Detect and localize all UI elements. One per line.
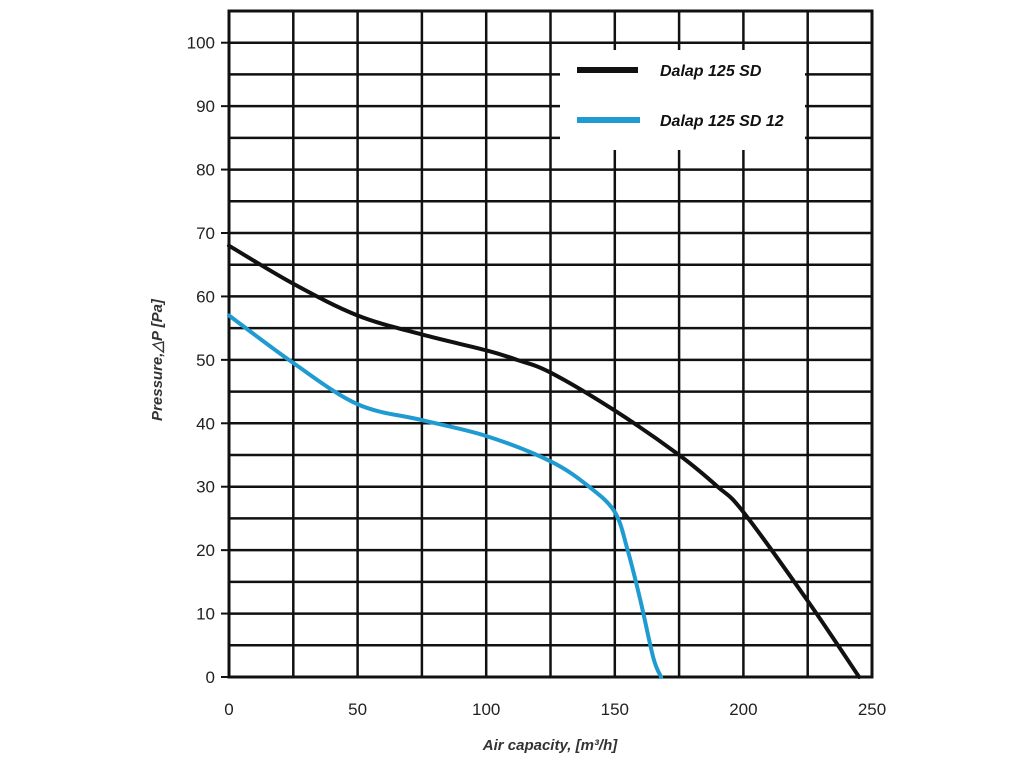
plot-frame [227,9,874,679]
y-tick-label: 10 [196,605,215,624]
y-tick-label: 50 [196,351,215,370]
series-line-dalap-125-sd-12 [227,313,664,679]
x-tick-label: 250 [858,700,886,719]
legend-label-dalap-125-sd: Dalap 125 SD [660,63,762,80]
y-tick-label: 90 [196,97,215,116]
x-tick-label: 150 [601,700,629,719]
series-group [227,243,862,679]
legend-box [560,50,805,150]
x-tick-label: 100 [472,700,500,719]
x-tick-label: 0 [224,700,233,719]
series-line-dalap-125-sd [227,243,862,679]
tick-labels: 0 10 20 30 40 50 60 70 80 90 100 0 50 100 150 200 250 [187,34,887,719]
y-tick-label: 100 [187,34,215,53]
x-tick-label: 50 [348,700,367,719]
y-tick-label: 70 [196,224,215,243]
y-tick-label: 60 [196,287,215,306]
y-axis-label: Pressure,△P [Pa] [149,298,166,421]
legend-label-dalap-125-sd-12: Dalap 125 SD 12 [660,113,784,130]
y-tick-label: 20 [196,541,215,560]
y-tick-label: 30 [196,478,215,497]
y-tick-label: 80 [196,161,215,180]
x-axis-label: Air capacity, [m³/h] [482,737,618,754]
x-tick-label: 200 [729,700,757,719]
legend: Dalap 125 SD Dalap 125 SD 12 [560,50,805,150]
y-tick-label: 40 [196,414,215,433]
y-tick-label: 0 [206,668,215,687]
